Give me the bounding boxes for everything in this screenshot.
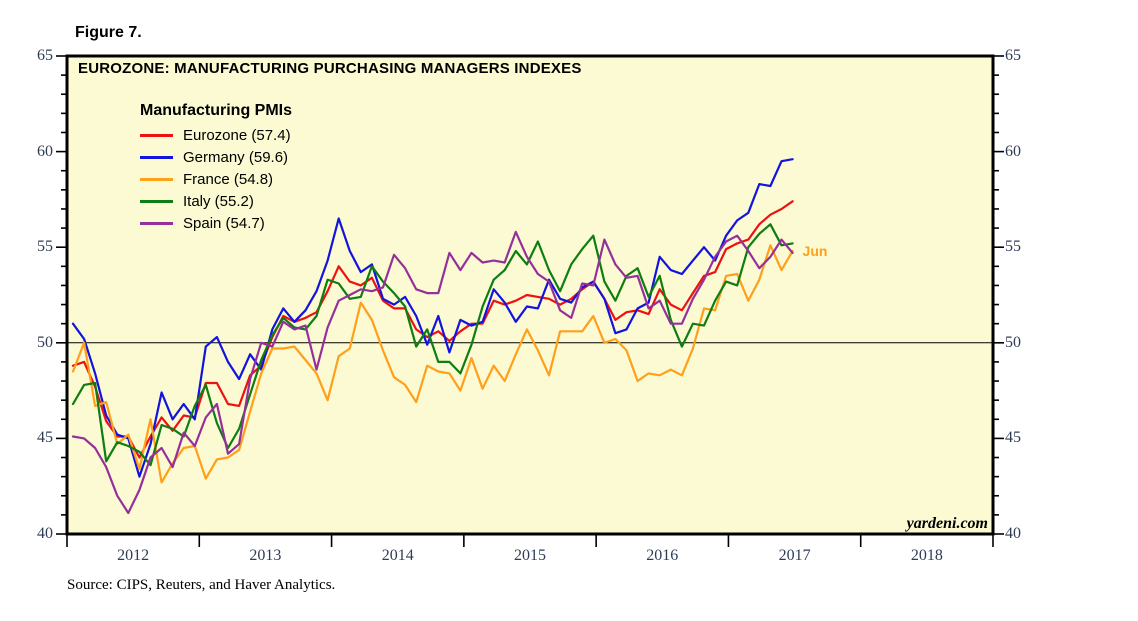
y-axis-label-left-40: 40 — [37, 525, 53, 542]
x-axis-label-2016: 2016 — [646, 547, 679, 564]
legend-items: Eurozone (57.4) Germany (59.6) France (54.… — [140, 124, 292, 234]
y-axis-label-right-55: 55 — [1005, 238, 1021, 256]
y-axis-label-right-40: 40 — [1005, 525, 1021, 542]
source-note: Source: CIPS, Reuters, and Haver Analyti… — [67, 577, 336, 593]
watermark: yardeni.com — [906, 515, 988, 532]
legend-label-italy: Italy (55.2) — [183, 192, 254, 210]
legend-label-france: France (54.8) — [183, 170, 274, 188]
legend-swatch-eurozone — [140, 133, 173, 137]
legend-swatch-italy — [140, 199, 173, 203]
legend-swatch-spain — [140, 221, 173, 225]
legend: Manufacturing PMIs Eurozone (57.4) German… — [140, 102, 292, 234]
latest-month-label: Jun — [802, 243, 828, 260]
x-axis-label-2013: 2013 — [249, 547, 282, 564]
legend-item-spain: Spain (54.7) — [140, 212, 292, 234]
legend-item-germany: Germany (59.6) — [140, 146, 292, 168]
x-axis-label-2018: 2018 — [910, 547, 943, 564]
chart-title: EUROZONE: MANUFACTURING PURCHASING MANAG… — [78, 60, 582, 77]
y-axis-label-left-55: 55 — [37, 238, 53, 256]
y-axis-label-right-60: 60 — [1005, 142, 1021, 160]
x-axis-label-2017: 2017 — [778, 547, 811, 564]
legend-item-france: France (54.8) — [140, 168, 292, 190]
y-axis-label-left-50: 50 — [37, 333, 53, 351]
legend-swatch-france — [140, 177, 173, 181]
x-axis-label-2012: 2012 — [117, 547, 150, 564]
y-axis-label-left-45: 45 — [37, 429, 53, 447]
y-axis-label-right-45: 45 — [1005, 429, 1021, 447]
series-line-germany — [71, 158, 794, 478]
legend-label-germany: Germany (59.6) — [183, 148, 289, 166]
y-axis-label-right-65: 65 — [1005, 47, 1021, 64]
series-line-spain — [71, 230, 794, 515]
legend-label-eurozone: Eurozone (57.4) — [183, 126, 291, 144]
legend-header: Manufacturing PMIs — [140, 102, 293, 119]
y-axis-label-left-65: 65 — [37, 47, 53, 64]
legend-swatch-germany — [140, 155, 173, 159]
figure-label: Figure 7. — [75, 24, 142, 41]
y-axis-label-left-60: 60 — [37, 142, 53, 160]
legend-label-spain: Spain (54.7) — [183, 214, 265, 232]
series-line-france — [71, 244, 794, 484]
x-axis-label-2014: 2014 — [381, 547, 414, 564]
legend-item-eurozone: Eurozone (57.4) — [140, 124, 292, 146]
y-axis-label-right-50: 50 — [1005, 333, 1021, 351]
legend-item-italy: Italy (55.2) — [140, 190, 292, 212]
x-axis-label-2015: 2015 — [514, 547, 546, 564]
